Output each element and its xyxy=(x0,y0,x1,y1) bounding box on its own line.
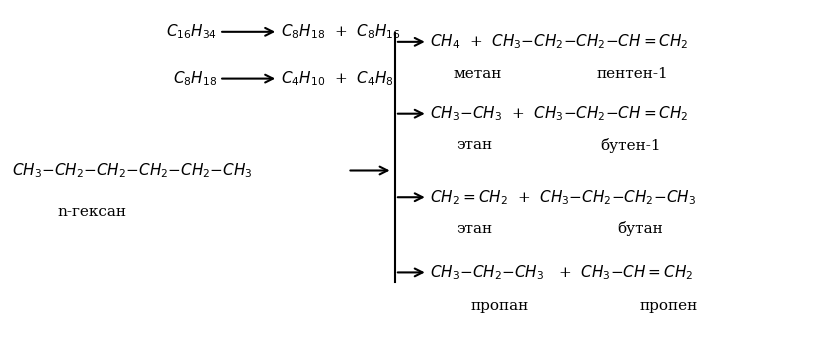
Text: $C_8H_{18}$  +  $C_8H_{16}$: $C_8H_{18}$ + $C_8H_{16}$ xyxy=(280,23,400,41)
Text: $CH_3{-}CH_2{-}CH_2{-}CH_2{-}CH_2{-}CH_3$: $CH_3{-}CH_2{-}CH_2{-}CH_2{-}CH_2{-}CH_3… xyxy=(13,161,253,180)
Text: $C_{16}H_{34}$: $C_{16}H_{34}$ xyxy=(166,23,217,41)
Text: $CH_4$  +  $CH_3{-}CH_2{-}CH_2{-}CH{=}CH_2$: $CH_4$ + $CH_3{-}CH_2{-}CH_2{-}CH{=}CH_2… xyxy=(430,32,689,51)
Text: этан: этан xyxy=(456,222,492,236)
Text: n-гексан: n-гексан xyxy=(58,205,127,219)
Text: этан: этан xyxy=(456,138,492,152)
Text: бутен-1: бутен-1 xyxy=(600,138,661,153)
Text: $CH_3{-}CH_2{-}CH_3$   +  $CH_3{-}CH{=}CH_2$: $CH_3{-}CH_2{-}CH_3$ + $CH_3{-}CH{=}CH_2… xyxy=(430,263,694,282)
Text: $C_8H_{18}$: $C_8H_{18}$ xyxy=(173,69,217,88)
Text: пропен: пропен xyxy=(640,299,697,313)
Text: $CH_3{-}CH_3$  +  $CH_3{-}CH_2{-}CH{=}CH_2$: $CH_3{-}CH_3$ + $CH_3{-}CH_2{-}CH{=}CH_2… xyxy=(430,104,689,123)
Text: $C_4H_{10}$  +  $C_4H_8$: $C_4H_{10}$ + $C_4H_8$ xyxy=(280,69,394,88)
Text: $CH_2{=}CH_2$  +  $CH_3{-}CH_2{-}CH_2{-}CH_3$: $CH_2{=}CH_2$ + $CH_3{-}CH_2{-}CH_2{-}CH… xyxy=(430,188,696,207)
Text: пентен-1: пентен-1 xyxy=(597,66,669,80)
Text: метан: метан xyxy=(454,66,502,80)
Text: пропан: пропан xyxy=(470,299,529,313)
Text: бутан: бутан xyxy=(617,222,663,236)
